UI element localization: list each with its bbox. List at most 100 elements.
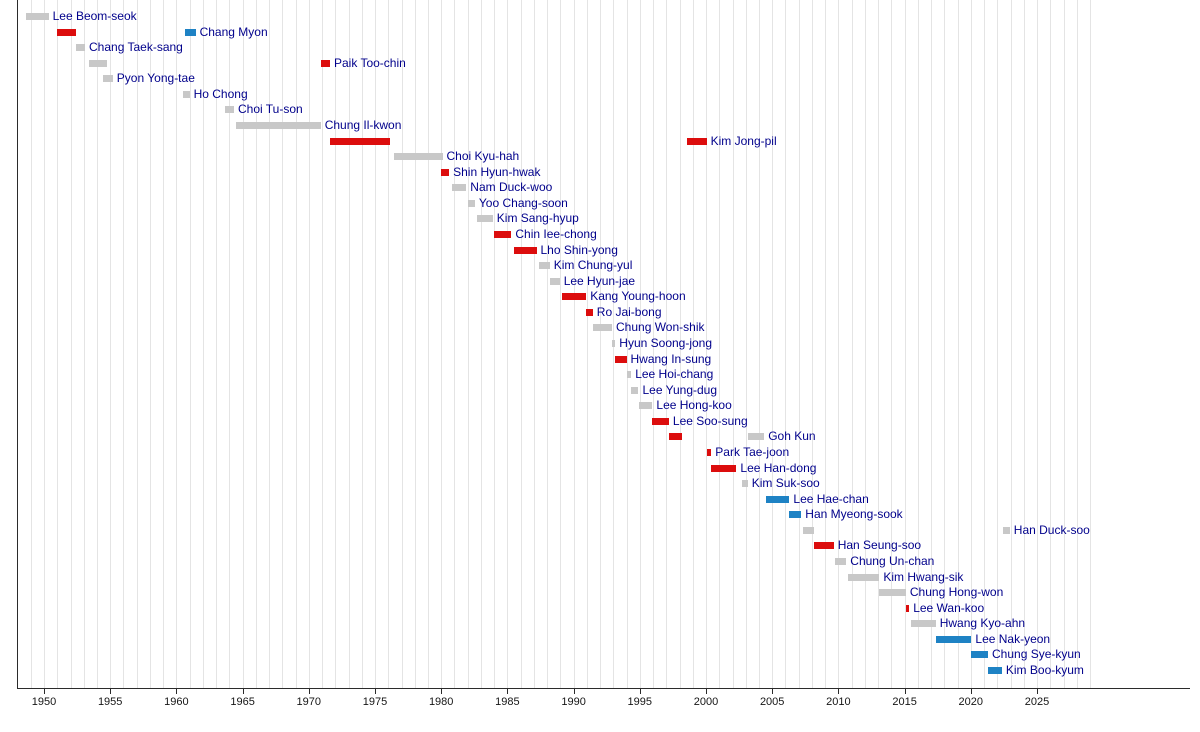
year-gridline [745,0,747,688]
person-label[interactable]: Han Duck-soo [1013,522,1090,537]
year-gridline [891,0,893,688]
term-bar [747,433,765,441]
person-label[interactable]: Chung Il-kwon [324,118,402,132]
person-label[interactable]: Ro Jai-bong [596,304,662,319]
year-gridline [70,0,72,688]
person-label[interactable]: Lee Hoi-chang [635,367,714,382]
axis-tick-label: 2025 [1024,696,1050,708]
axis-tick-label: 2005 [759,696,785,708]
axis-tick [706,688,707,694]
term-bar [321,59,330,67]
year-gridline [838,0,840,688]
term-bar [467,199,475,207]
year-gridline [30,0,32,688]
term-bar [550,277,560,285]
person-label[interactable]: Kang Young-hoon [590,289,686,304]
year-gridline [1063,0,1065,688]
term-bar [26,13,49,20]
term-bar [494,231,512,238]
person-label[interactable]: Choi Kyu-hah [446,149,520,164]
person-label[interactable]: Lee Soo-sung [672,413,748,428]
person-label[interactable]: Lee Hae-chan [793,491,869,506]
person-label[interactable]: Lee Nak-yeon [975,631,1051,646]
year-gridline [706,0,707,688]
year-gridline [202,0,204,688]
term-bar [225,106,234,114]
person-label[interactable]: Lee Hyun-jae [563,273,636,288]
year-gridline [348,0,350,688]
person-label[interactable]: Lee Yung-dug [642,382,718,397]
year-gridline [242,0,244,688]
term-bar [102,75,113,83]
person-label[interactable]: Lee Hong-koo [656,398,732,413]
axis-tick [904,688,906,694]
year-gridline [600,0,602,688]
year-gridline [322,0,323,688]
person-label[interactable]: Ho Chong [193,86,248,101]
person-label[interactable]: Chin Iee-chong [515,227,597,241]
person-label[interactable]: Paik Too-chin [334,55,406,70]
person-label[interactable]: Chung Sye-kyun [992,647,1081,662]
year-gridline [229,0,231,688]
person-label[interactable]: Kim Sang-hyup [496,211,579,226]
year-gridline [626,0,628,688]
axis-tick-label: 1990 [561,696,586,708]
person-label[interactable]: Hyun Soong-jong [619,336,713,350]
person-label[interactable]: Han Seung-soo [837,538,922,553]
year-gridline [772,0,774,688]
year-gridline [917,0,919,688]
person-label[interactable]: Kim Jong-pil [710,133,777,148]
person-label[interactable]: Park Tae-joon [715,445,790,459]
term-bar [612,340,616,347]
person-label[interactable]: Han Myeong-sook [805,507,903,522]
axis-tick-label: 1975 [362,696,388,708]
year-gridline [957,0,959,688]
year-gridline [57,0,59,688]
term-bar [615,355,627,363]
year-gridline [480,0,482,688]
axis-tick-label: 2000 [693,696,719,708]
person-label[interactable]: Chung Un-chan [850,554,935,568]
term-bar [476,215,493,223]
person-label[interactable]: Chang Myon [199,24,268,39]
axis-tick [375,688,376,694]
year-gridline [110,0,112,688]
year-gridline [361,0,363,688]
person-label[interactable]: Yoo Chang-soon [478,195,568,210]
axis-tick [110,688,112,694]
year-gridline [970,0,972,688]
term-bar [236,122,321,129]
axis-tick-label: 1970 [296,696,322,708]
year-gridline [1023,0,1025,688]
term-bar [631,386,639,394]
term-bar [711,464,737,472]
person-label[interactable]: Kim Hwang-sik [883,569,964,584]
person-label[interactable]: Pyon Yong-tae [116,71,195,86]
year-gridline [44,0,45,688]
person-label[interactable]: Lee Beom-seok [52,9,137,23]
term-bar [848,573,880,581]
person-label[interactable]: Chung Hong-won [909,585,1004,600]
person-label[interactable]: Nam Duck-woo [470,180,553,195]
person-label[interactable]: Kim Boo-kyum [1005,662,1084,677]
person-label[interactable]: Lee Han-dong [740,460,817,475]
person-label[interactable]: Hwang In-sung [630,351,712,366]
year-gridline [427,0,429,688]
person-label[interactable]: Kim Chung-yul [553,258,633,273]
term-bar [971,651,988,659]
person-label[interactable]: Kim Suk-soo [751,476,820,491]
person-label[interactable]: Goh Kun [768,429,816,444]
axis-tick [970,688,972,694]
year-gridline [494,0,496,688]
person-label[interactable]: Lho Shin-yong [540,242,618,257]
person-label[interactable]: Chung Won-shik [616,320,705,335]
year-gridline [639,0,641,688]
person-label[interactable]: Lee Wan-koo [913,600,985,615]
person-label[interactable]: Chang Taek-sang [89,40,183,55]
year-gridline [1037,0,1038,688]
person-label[interactable]: Choi Tu-son [238,102,303,117]
axis-tick [44,688,45,694]
person-label[interactable]: Shin Hyun-hwak [453,164,541,179]
person-label[interactable]: Hwang Kyo-ahn [939,616,1026,631]
term-bar [910,620,936,628]
